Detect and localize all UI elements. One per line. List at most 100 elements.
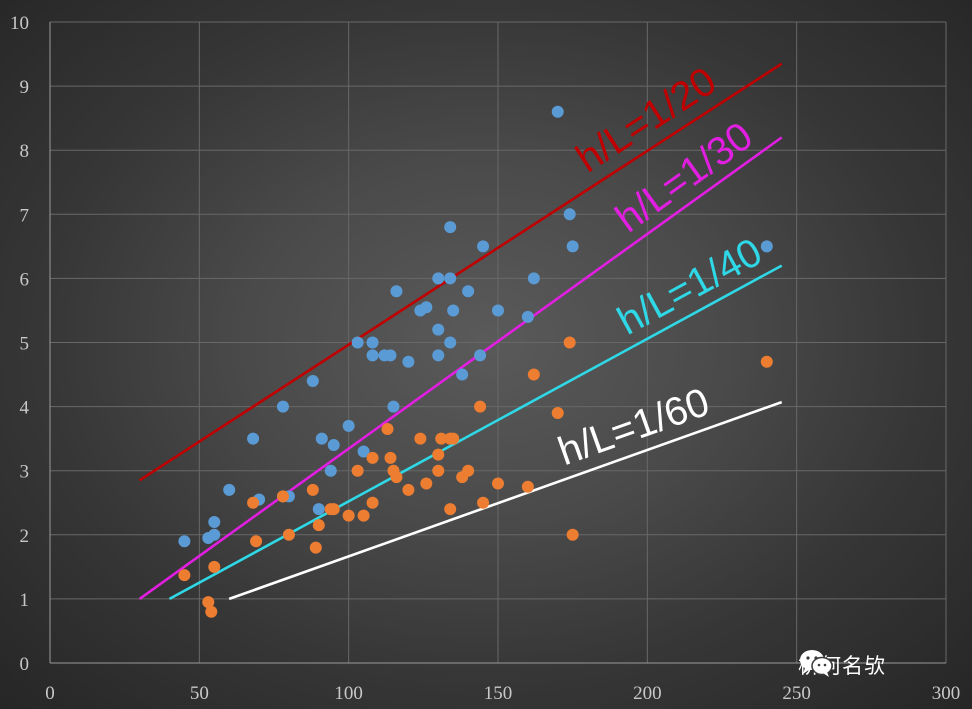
data-point (551, 105, 564, 118)
data-point (435, 432, 448, 445)
y-tick-label: 9 (20, 77, 30, 98)
data-point (477, 496, 490, 509)
x-tick-label: 100 (334, 683, 363, 704)
data-point (202, 596, 215, 609)
reference-line (168, 264, 783, 601)
data-point (444, 272, 457, 285)
data-point (312, 503, 325, 516)
data-point (474, 349, 487, 362)
data-point (563, 336, 576, 349)
x-tick-label: 200 (633, 683, 662, 704)
data-point (420, 477, 433, 490)
data-point (462, 285, 475, 298)
grid (50, 21, 947, 663)
y-tick-label: 7 (20, 205, 30, 226)
data-point (402, 355, 415, 368)
data-point (387, 400, 400, 413)
data-point (566, 240, 579, 253)
data-point (351, 464, 364, 477)
y-tick-label: 8 (20, 141, 30, 162)
data-point (366, 496, 379, 509)
data-point (420, 301, 433, 314)
data-point (566, 528, 579, 541)
data-point (390, 285, 403, 298)
data-point (462, 464, 475, 477)
data-point (760, 240, 773, 253)
data-point (760, 355, 773, 368)
x-tick-label: 50 (190, 683, 209, 704)
data-point (276, 400, 289, 413)
data-point (342, 509, 355, 522)
reference-line (228, 400, 783, 601)
data-point (208, 515, 221, 528)
data-point (342, 419, 355, 432)
data-point (327, 503, 340, 516)
data-point (178, 535, 191, 548)
data-point (276, 490, 289, 503)
data-point (563, 208, 576, 221)
data-point (324, 464, 337, 477)
data-point (432, 464, 445, 477)
y-tick-label: 2 (20, 526, 30, 547)
data-point (390, 471, 403, 484)
data-point (223, 483, 236, 496)
y-tick-label: 0 (20, 654, 30, 675)
data-point (205, 605, 218, 618)
reference-line-labels: h/L=1/20h/L=1/30h/L=1/40h/L=1/60 (552, 59, 769, 474)
data-point (402, 483, 415, 496)
data-point (366, 349, 379, 362)
reference-lines (138, 62, 783, 601)
data-point (444, 221, 457, 234)
x-tick-label: 250 (782, 683, 811, 704)
data-point (527, 368, 540, 381)
data-point (315, 432, 328, 445)
data-point (432, 349, 445, 362)
y-tick-label: 10 (10, 13, 29, 34)
data-point (381, 423, 394, 436)
data-point (309, 541, 322, 554)
y-tick-label: 3 (20, 462, 30, 483)
data-point (208, 560, 221, 573)
data-point (366, 451, 379, 464)
data-point (327, 439, 340, 452)
data-point (357, 509, 370, 522)
axes: 0 50 100 150 200 250 300 0 1 2 3 4 5 6 7 8 9 10 (10, 13, 960, 704)
data-point (444, 503, 457, 516)
data-point (414, 432, 427, 445)
data-point (492, 304, 504, 317)
data-point (521, 480, 534, 493)
data-point (444, 336, 457, 349)
x-tick-label: 300 (932, 683, 961, 704)
data-point (432, 448, 445, 461)
y-tick-label: 6 (20, 269, 30, 290)
data-point (351, 336, 364, 349)
data-point (250, 535, 263, 548)
reference-line (138, 62, 783, 482)
x-tick-label: 150 (484, 683, 513, 704)
data-point (384, 451, 397, 464)
data-point (178, 569, 191, 582)
data-point (384, 349, 397, 362)
data-point (357, 445, 370, 458)
data-point (208, 528, 221, 541)
reference-line (138, 136, 783, 600)
data-point (521, 310, 534, 323)
data-point (432, 323, 445, 336)
data-point (282, 528, 295, 541)
y-tick-label: 1 (20, 590, 30, 611)
data-point (306, 483, 319, 496)
y-tick-label: 5 (20, 334, 30, 355)
data-point (527, 272, 540, 285)
watermark: 桥何名欤 (798, 648, 886, 682)
data-point (247, 496, 260, 509)
data-point (492, 477, 504, 490)
data-points (178, 105, 773, 618)
data-point (551, 407, 564, 420)
data-point (432, 272, 445, 285)
data-point (312, 519, 325, 532)
x-tick-label: 0 (45, 683, 55, 704)
wechat-icon (800, 650, 833, 677)
data-point (447, 432, 460, 445)
